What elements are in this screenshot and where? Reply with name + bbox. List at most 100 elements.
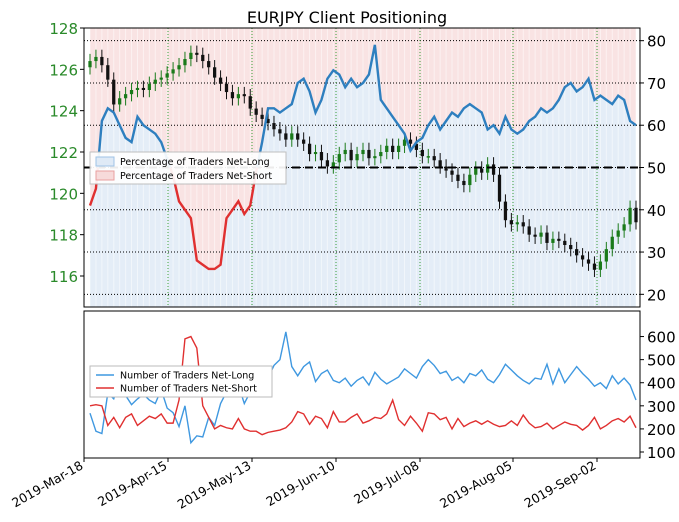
bottom-legend-box [89,365,273,398]
candle-body [462,180,466,186]
right-axis-tick-label: 50 [647,160,666,178]
candle-body [628,207,632,225]
candle-body [468,174,472,186]
candle-body [230,92,235,99]
candle-body [147,83,151,90]
candle-body [391,145,395,152]
candle-body [201,54,205,62]
candle-body [242,94,246,97]
candle-body [563,240,567,245]
left-axis-tick-label: 118 [49,227,78,245]
top-panel: 116 118 120 122 124 126 128 20 30 40 50 60 70 80 Perce… [49,20,666,308]
candle-body [551,238,555,243]
candle-body [266,118,270,124]
candle-body [207,61,211,68]
x-axis-tick-label: 2019-Apr-15 [95,458,169,510]
candle-body [569,245,573,250]
legend-swatch-net-short [95,170,115,181]
candle-body [480,168,484,173]
candle-body [302,139,306,144]
candle-body [438,160,442,167]
candle-body [331,162,335,167]
candle-body [189,52,193,59]
candle-body [337,154,341,163]
candle-body [296,133,300,140]
candle-body [592,263,597,270]
candle-body [616,230,620,237]
legend-label-traders-net-long: Number of Traders Net-Long [120,371,254,382]
candle-body [491,164,496,175]
candle-body [367,149,371,159]
candle-body [515,222,519,225]
candle-body [272,123,276,130]
candle-body [177,65,181,70]
bottom-right-axis-tick-label: 500 [647,352,676,370]
candle-body [118,98,122,105]
right-axis-tick-label: 40 [647,202,666,220]
candle-body [379,152,383,157]
chart-title: EURJPY Client Positioning [247,8,447,27]
right-axis-tick-label: 20 [647,286,666,304]
candle-body [580,255,585,260]
candle-body [610,236,614,250]
candle-body [153,79,157,84]
candle-body [183,59,187,66]
candle-body [586,259,591,264]
candle-body [408,139,413,144]
left-axis-tick-label: 124 [49,103,78,121]
legend-label-traders-net-short: Number of Traders Net-Short [120,384,257,395]
left-axis-tick-label: 126 [49,61,78,79]
candle-body [100,56,104,66]
net-long-percentage-line [96,106,172,168]
candle-body [290,133,294,140]
left-axis-tick-label: 128 [49,20,78,38]
candle-body [129,90,134,95]
candle-body [533,234,537,237]
candle-body [444,166,448,171]
candle-body [575,249,579,256]
candle-body [450,170,454,175]
candle-body [343,149,347,155]
candle-body [604,249,608,262]
x-axis: 2019-Mar-18 2019-Apr-15 2019-May-13 2019-Ju… [9,458,598,512]
legend-label-net-short: Percentage of Traders Net-Short [120,171,272,182]
candle-body [325,160,330,167]
candle-body [159,77,163,80]
candle-body [319,152,324,161]
candle-body [432,156,436,161]
bottom-right-axis-tick-label: 200 [647,421,676,439]
candle-body [307,143,312,155]
left-axis-tick-label: 120 [49,185,78,203]
x-axis-tick-label: 2019-Jul-08 [351,458,421,507]
bottom-right-axis-tick-label: 300 [647,398,676,416]
candle-body [284,133,288,140]
candle-body [224,83,229,93]
candle-body [171,69,175,74]
candle-body [503,201,508,221]
candle-body [278,129,282,134]
candle-body [598,261,603,270]
x-axis-tick-label: 2019-Aug-05 [437,458,515,511]
candle-body [94,56,98,62]
candle-body [414,143,419,150]
bottom-right-axis-tick-label: 400 [647,375,676,393]
x-axis-tick-label: 2019-Jun-10 [263,458,337,509]
candle-body [622,224,626,231]
candle-body [539,232,543,237]
candle-body [123,94,128,99]
legend-swatch-net-long [95,156,115,167]
candle-body [361,149,365,155]
candle-body [195,52,199,55]
candle-body [385,145,389,152]
top-legend-box [89,151,287,185]
candle-body [456,174,460,181]
right-axis-tick-label: 70 [647,75,666,93]
right-axis-tick-label: 80 [647,33,666,51]
candle-body [141,87,146,90]
candle-body [236,94,241,99]
candle-body [420,149,424,157]
candle-body [112,79,116,105]
right-axis-tick-label: 30 [647,244,666,262]
